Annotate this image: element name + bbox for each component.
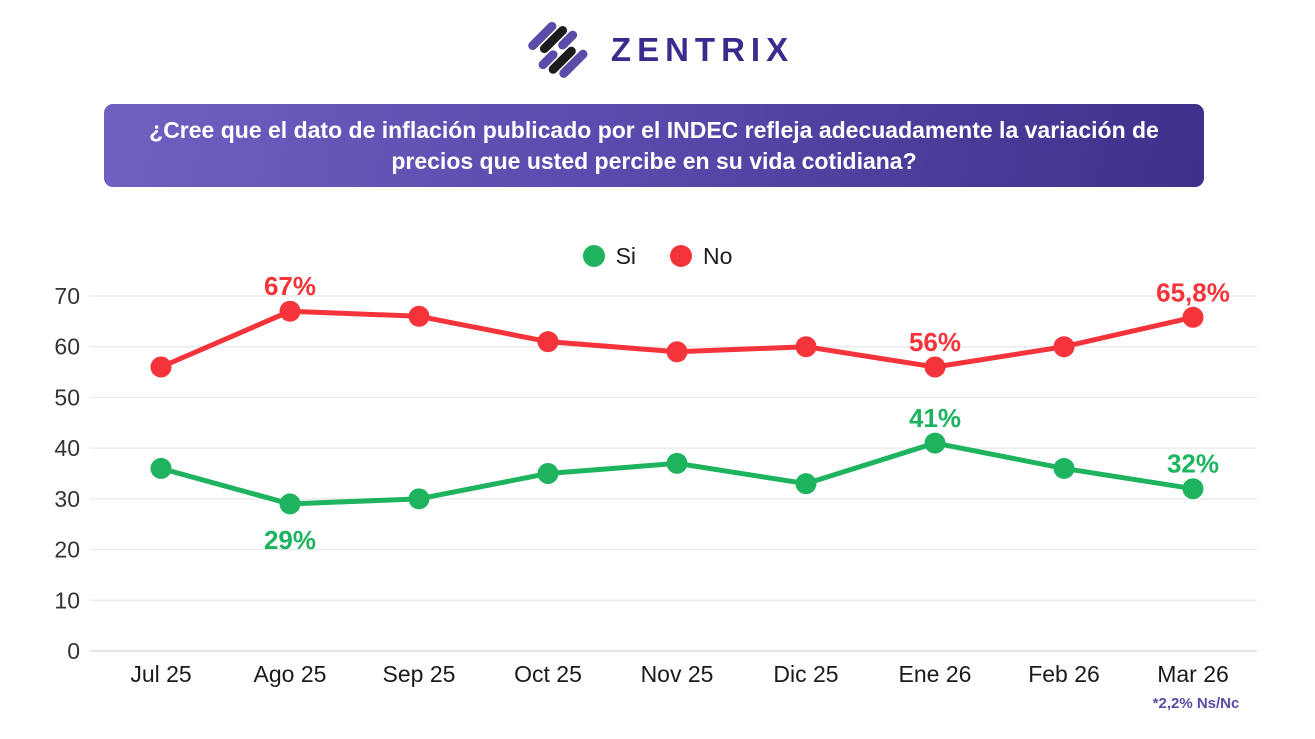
point-no-ago-25 [279,300,301,322]
legend-label: No [703,242,733,269]
legend: Si No [0,241,1315,271]
point-label-si-ago-25: 29% [264,525,316,555]
question-text: ¿Cree que el dato de inflación publicado… [149,116,1159,174]
point-no-dic-25 [795,336,817,358]
point-no-jul-25 [150,356,172,378]
y-tick-label-50: 50 [54,384,80,410]
point-si-oct-25 [537,463,559,484]
point-label-no-ago-25: 67% [264,271,316,301]
point-si-nov-25 [666,452,688,474]
legend-item-no: No [670,243,732,270]
point-no-mar-26 [1182,306,1204,328]
zentrix-logo-icon [528,21,588,78]
logo: ZENTRIX [0,8,1315,92]
y-tick-label-60: 60 [54,334,80,360]
legend-dot-si [582,245,605,267]
legend-label: Si [615,242,637,269]
point-no-nov-25 [666,341,688,363]
y-tick-label-40: 40 [54,435,80,461]
y-tick-label-20: 20 [54,537,80,563]
y-tick-label-70: 70 [54,283,80,309]
question-banner: ¿Cree que el dato de inflación publicado… [104,104,1204,187]
footnote: *2,2% Ns/Nc [1152,695,1240,712]
point-no-sep-25 [408,305,430,327]
point-si-ene-26 [924,432,946,454]
point-si-sep-25 [408,488,430,510]
y-tick-label-30: 30 [54,486,80,512]
point-label-no-mar-26: 65,8% [1156,277,1230,307]
x-tick-label-sep-25: Sep 25 [383,661,456,687]
legend-dot-no [670,245,693,267]
point-si-jul-25 [150,457,172,479]
point-no-ene-26 [924,356,946,378]
y-tick-label-0: 0 [67,638,80,664]
legend-item-si: Si [582,242,637,270]
point-si-dic-25 [795,473,817,495]
point-label-no-ene-26: 56% [909,327,961,357]
x-tick-label-nov-25: Nov 25 [641,661,714,687]
x-tick-label-ago-25: Ago 25 [254,661,327,687]
point-no-oct-25 [537,331,559,353]
brand-name: ZENTRIX [610,31,795,68]
point-label-si-ene-26: 41% [909,403,961,433]
x-tick-label-mar-26: Mar 26 [1157,661,1229,687]
x-tick-label-oct-25: Oct 25 [514,661,582,687]
point-no-feb-26 [1053,336,1075,358]
y-tick-label-10: 10 [54,587,80,613]
point-si-feb-26 [1053,457,1075,479]
point-label-si-mar-26: 32% [1167,449,1219,479]
x-tick-label-ene-26: Ene 26 [899,661,972,687]
x-tick-label-jul-25: Jul 25 [130,661,191,687]
point-si-ago-25 [279,493,301,515]
x-tick-label-feb-26: Feb 26 [1028,661,1100,687]
point-si-mar-26 [1182,478,1204,500]
x-tick-label-dic-25: Dic 25 [773,661,838,687]
